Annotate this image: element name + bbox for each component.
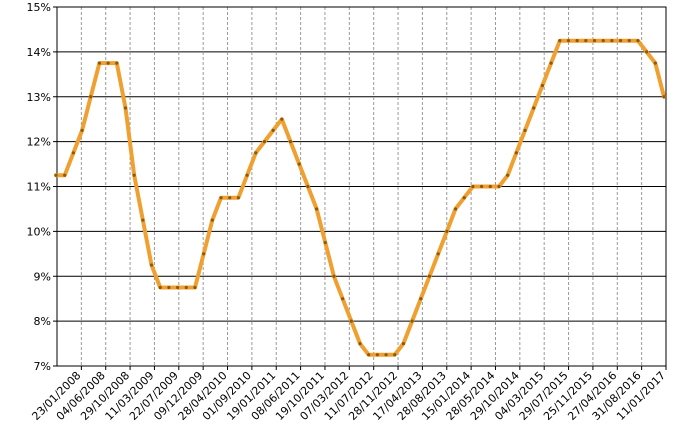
y-tick-label: 14% <box>27 46 51 59</box>
axes <box>53 6 667 370</box>
data-point <box>314 207 319 211</box>
y-tick-label: 11% <box>27 181 51 194</box>
y-tick-label: 10% <box>27 225 51 238</box>
data-point <box>601 39 605 43</box>
data-point <box>575 39 579 43</box>
y-tick-label: 7% <box>34 360 51 373</box>
data-point <box>54 173 58 177</box>
data-point <box>523 128 527 133</box>
data-point <box>63 173 67 177</box>
data-point <box>497 184 501 189</box>
data-point <box>349 319 353 323</box>
data-point <box>323 240 327 245</box>
data-point <box>636 39 640 43</box>
plot-frame <box>56 6 667 367</box>
data-point <box>566 39 571 43</box>
data-point <box>384 353 388 357</box>
data-point <box>453 207 458 211</box>
data-point <box>184 285 188 290</box>
data-point <box>367 353 371 357</box>
data-point <box>193 285 197 290</box>
data-point <box>549 61 553 65</box>
data-point <box>271 128 275 133</box>
data-point <box>627 39 631 43</box>
data-point <box>202 252 206 256</box>
data-point <box>393 353 397 357</box>
data-point <box>480 184 484 189</box>
data-point <box>219 196 223 200</box>
data-point <box>610 39 614 43</box>
data-point <box>71 151 75 155</box>
grid <box>57 6 667 366</box>
data-point <box>210 218 214 222</box>
data-point <box>341 297 345 301</box>
data-point <box>141 218 145 222</box>
data-point <box>288 140 293 144</box>
data-point <box>358 341 362 346</box>
y-tick-label: 13% <box>27 91 51 104</box>
markers <box>54 39 666 357</box>
data-point <box>462 196 466 200</box>
data-point <box>280 117 284 121</box>
data-point <box>132 173 136 177</box>
series <box>54 38 666 357</box>
data-point <box>158 285 162 290</box>
data-point <box>176 285 180 290</box>
data-point <box>427 274 432 278</box>
data-point <box>115 61 119 65</box>
data-point <box>97 61 102 65</box>
data-point <box>645 50 649 54</box>
data-point <box>401 341 406 346</box>
y-tick-label: 9% <box>34 270 51 283</box>
data-point <box>618 39 623 43</box>
data-point <box>445 229 449 233</box>
data-point <box>245 173 249 177</box>
series-line <box>54 38 666 357</box>
y-tick-label: 15% <box>27 1 51 14</box>
data-point <box>436 252 440 256</box>
data-point <box>80 128 84 133</box>
data-point <box>653 61 657 65</box>
data-point <box>662 95 666 99</box>
data-point <box>514 151 518 155</box>
y-tick-label: 12% <box>27 136 51 149</box>
data-point <box>89 95 93 99</box>
data-point <box>532 106 536 110</box>
data-point <box>540 83 545 88</box>
y-tick-label: 8% <box>34 315 51 328</box>
data-point <box>236 196 240 200</box>
data-point <box>228 196 232 200</box>
tick-labels: 7%8%9%10%11%12%13%14%15%23/01/200804/06/… <box>27 1 669 423</box>
data-point <box>410 319 414 323</box>
data-point <box>584 39 588 43</box>
data-point <box>149 263 154 267</box>
data-point <box>123 106 128 110</box>
data-point <box>106 61 110 65</box>
data-point <box>592 39 597 43</box>
data-point <box>167 285 171 290</box>
data-point <box>332 274 336 278</box>
data-point <box>297 162 301 166</box>
data-point <box>558 39 562 43</box>
data-point <box>488 184 492 189</box>
data-point <box>262 140 267 144</box>
data-point <box>375 353 379 357</box>
data-point <box>306 184 310 189</box>
data-point <box>471 184 475 189</box>
data-point <box>506 173 510 177</box>
data-point <box>419 297 423 301</box>
data-point <box>254 151 258 155</box>
